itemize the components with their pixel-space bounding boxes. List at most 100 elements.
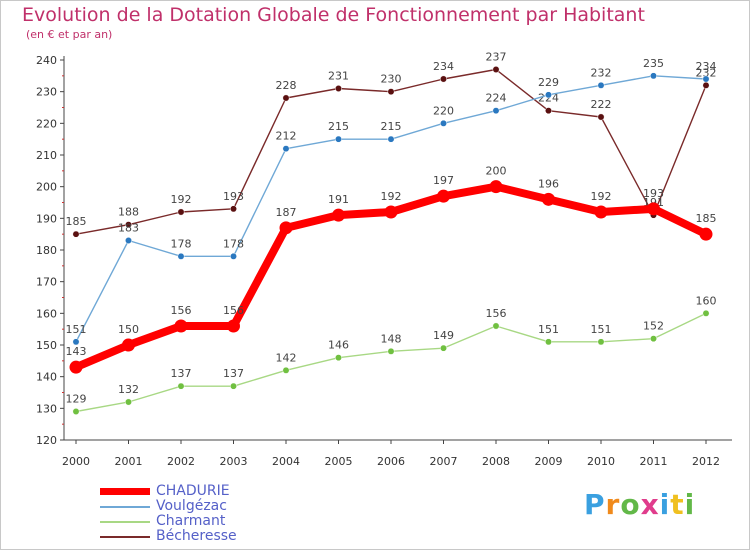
x-tick-label-2005: 2005 xyxy=(325,455,353,468)
data-label-charmant-2008: 156 xyxy=(486,307,507,320)
data-label-voulgezac-2008: 224 xyxy=(486,92,507,105)
data-label-chadurie-2004: 187 xyxy=(276,206,297,219)
data-label-chadurie-2010: 192 xyxy=(591,190,612,203)
data-label-becheresse-2001: 188 xyxy=(118,206,139,219)
x-tick-label-2002: 2002 xyxy=(167,455,195,468)
data-point-becheresse-2012 xyxy=(702,81,710,89)
data-point-becheresse-2002 xyxy=(177,208,185,216)
data-point-chadurie-2011 xyxy=(647,202,660,216)
data-label-charmant-2005: 146 xyxy=(328,339,349,352)
data-label-charmant-2009: 151 xyxy=(538,323,559,336)
chart-subtitle: (en € et par an) xyxy=(26,28,113,41)
y-tick-label-180: 180 xyxy=(36,244,57,257)
data-label-chadurie-2005: 191 xyxy=(328,193,349,206)
data-point-charmant-2011 xyxy=(650,335,657,343)
data-point-becheresse-2007 xyxy=(440,75,447,83)
y-tick-label-150: 150 xyxy=(36,339,57,352)
data-label-chadurie-2000: 143 xyxy=(66,345,87,358)
data-point-charmant-2002 xyxy=(177,382,185,390)
y-tick-label-140: 140 xyxy=(36,371,57,384)
data-label-voulgezac-2010: 232 xyxy=(591,66,612,79)
data-point-charmant-2012 xyxy=(702,309,710,317)
data-label-becheresse-2007: 234 xyxy=(433,60,454,73)
x-tick-label-2006: 2006 xyxy=(377,455,405,468)
data-label-becheresse-2004: 228 xyxy=(276,79,297,92)
data-point-becheresse-2000 xyxy=(72,230,80,238)
data-point-voulgezac-2002 xyxy=(177,252,185,260)
data-label-becheresse-2005: 231 xyxy=(328,70,349,83)
data-point-becheresse-2009 xyxy=(545,107,552,115)
data-label-charmant-2006: 148 xyxy=(381,332,402,345)
data-label-charmant-2001: 132 xyxy=(118,383,139,396)
data-label-charmant-2011: 152 xyxy=(643,320,664,333)
data-label-charmant-2000: 129 xyxy=(66,393,87,406)
y-tick-label-210: 210 xyxy=(36,149,57,162)
data-point-charmant-2010 xyxy=(597,338,605,346)
data-label-charmant-2010: 151 xyxy=(591,323,612,336)
data-label-voulgezac-2007: 220 xyxy=(433,104,454,117)
data-label-chadurie-2006: 192 xyxy=(381,190,402,203)
y-tick-label-170: 170 xyxy=(36,276,57,289)
data-point-becheresse-2008 xyxy=(492,66,500,73)
data-label-voulgezac-2004: 212 xyxy=(276,130,297,143)
x-tick-label-2011: 2011 xyxy=(640,455,668,468)
data-label-voulgezac-2005: 215 xyxy=(328,120,349,133)
data-point-voulgezac-2009 xyxy=(545,91,552,99)
data-label-charmant-2012: 160 xyxy=(696,294,717,307)
data-point-charmant-2008 xyxy=(492,322,500,330)
x-tick-label-2008: 2008 xyxy=(482,455,510,468)
x-tick-label-2012: 2012 xyxy=(692,455,720,468)
y-tick-label-230: 230 xyxy=(36,86,57,99)
data-label-chadurie-2011: 193 xyxy=(643,187,664,200)
data-label-charmant-2004: 142 xyxy=(276,351,297,364)
legend-swatch-voulgezac xyxy=(100,506,150,508)
data-label-becheresse-2000: 185 xyxy=(66,215,87,228)
y-tick-label-190: 190 xyxy=(36,212,57,225)
legend-label-chadurie: CHADURIE xyxy=(156,483,230,499)
y-tick-label-160: 160 xyxy=(36,307,57,320)
chart-title: Evolution de la Dotation Globale de Fonc… xyxy=(22,4,645,26)
data-label-chadurie-2009: 196 xyxy=(538,177,559,190)
legend-label-charmant: Charmant xyxy=(156,513,226,529)
data-label-becheresse-2010: 222 xyxy=(591,98,612,111)
x-tick-label-2003: 2003 xyxy=(220,455,248,468)
data-point-voulgezac-2005 xyxy=(335,135,342,143)
data-point-chadurie-2009 xyxy=(542,192,555,206)
legend-swatch-charmant xyxy=(100,521,150,523)
data-point-chadurie-2010 xyxy=(594,205,608,219)
x-tick-label-2004: 2004 xyxy=(272,455,300,468)
data-point-chadurie-2007 xyxy=(437,189,450,203)
data-label-voulgezac-2011: 235 xyxy=(643,57,664,70)
data-point-becheresse-2006 xyxy=(387,88,395,96)
y-tick-label-240: 240 xyxy=(36,54,57,67)
x-tick-label-2007: 2007 xyxy=(430,455,458,468)
data-point-voulgezac-2007 xyxy=(440,119,447,127)
y-tick-label-130: 130 xyxy=(36,402,57,415)
data-label-chadurie-2007: 197 xyxy=(433,174,454,187)
data-label-voulgezac-2003: 178 xyxy=(223,237,244,250)
data-point-chadurie-2012 xyxy=(699,227,713,241)
data-label-becheresse-2002: 192 xyxy=(171,193,192,206)
data-point-voulgezac-2010 xyxy=(597,81,605,89)
data-point-voulgezac-2001 xyxy=(125,237,132,244)
proxiti-logo: Proxiti xyxy=(584,488,696,521)
data-point-charmant-2003 xyxy=(230,382,237,390)
data-point-voulgezac-2003 xyxy=(230,252,237,260)
data-point-chadurie-2003 xyxy=(227,319,240,333)
data-label-voulgezac-2009: 229 xyxy=(538,76,559,89)
data-label-voulgezac-2000: 151 xyxy=(66,323,87,336)
x-tick-label-2000: 2000 xyxy=(62,455,90,468)
data-point-charmant-2006 xyxy=(387,347,395,355)
legend-label-voulgezac: Voulgézac xyxy=(156,498,227,514)
data-point-charmant-2001 xyxy=(125,398,132,406)
data-point-chadurie-2008 xyxy=(489,180,503,194)
data-point-becheresse-2004 xyxy=(282,94,290,102)
data-point-chadurie-2004 xyxy=(279,221,293,235)
data-label-chadurie-2001: 150 xyxy=(118,323,139,336)
data-label-chadurie-2008: 200 xyxy=(486,165,507,178)
data-point-charmant-2009 xyxy=(545,338,552,346)
y-tick-label-200: 200 xyxy=(36,181,57,194)
data-label-becheresse-2006: 230 xyxy=(381,73,402,86)
data-label-voulgezac-2002: 178 xyxy=(171,237,192,250)
